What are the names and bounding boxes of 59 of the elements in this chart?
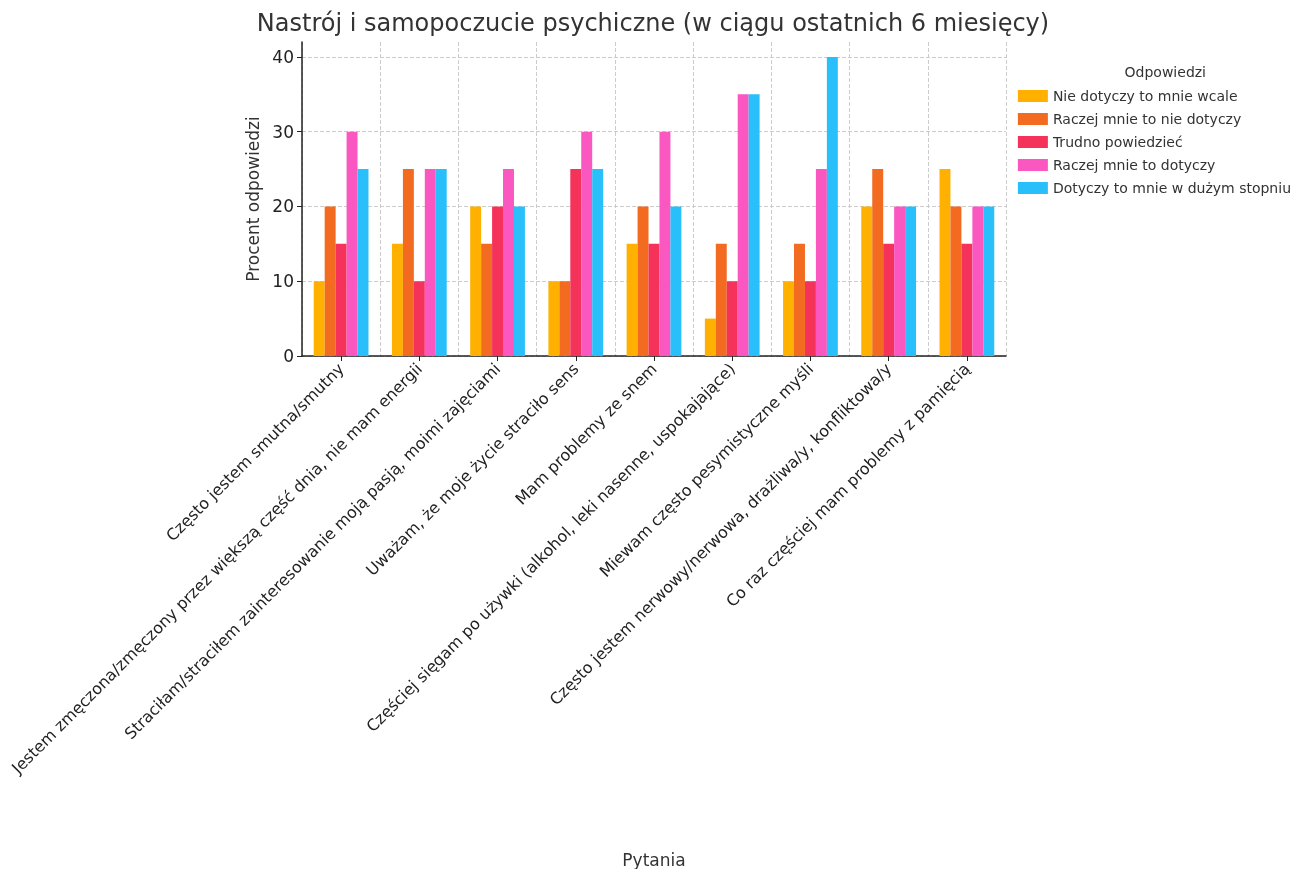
- bar: [726, 281, 738, 356]
- legend-label: Trudno powiedzieć: [1051, 134, 1183, 150]
- bar: [826, 56, 838, 356]
- bar: [548, 281, 560, 356]
- bar: [715, 243, 727, 356]
- bar: [883, 243, 895, 356]
- bar: [961, 243, 973, 356]
- bar: [794, 243, 805, 356]
- y-tick-label: 40: [272, 46, 294, 67]
- bar: [559, 281, 571, 356]
- legend-label: Raczej mnie to dotyczy: [1052, 157, 1216, 173]
- bar: [872, 169, 884, 356]
- legend-label: Raczej mnie to nie dotyczy: [1052, 111, 1242, 127]
- bar: [335, 243, 347, 356]
- bar: [592, 169, 604, 356]
- bar: [861, 206, 873, 356]
- bar: [402, 169, 414, 356]
- bar: [492, 206, 504, 356]
- bar: [783, 281, 795, 356]
- bar: [570, 169, 582, 356]
- bar: [972, 206, 984, 356]
- bar: [815, 169, 827, 356]
- bar: [648, 243, 660, 356]
- bar: [894, 206, 906, 356]
- bar: [513, 206, 525, 356]
- bar: [626, 243, 638, 356]
- bar: [413, 281, 425, 356]
- bar: [391, 243, 403, 356]
- y-tick-label: 0: [283, 346, 294, 366]
- bar: [346, 131, 358, 356]
- bar: [324, 206, 336, 356]
- bar: [481, 243, 493, 356]
- y-tick-label: 10: [272, 271, 294, 292]
- legend-label: Dotyczy to mnie w dużym stopniu: [1052, 180, 1291, 196]
- bar: [939, 169, 951, 356]
- bar: [637, 206, 649, 356]
- bar: [581, 131, 593, 356]
- x-axis-title: Pytania: [622, 849, 686, 869]
- bar: [737, 94, 749, 356]
- bar: [659, 131, 671, 356]
- y-axis-title: Procent odpowiedzi: [242, 116, 263, 282]
- y-tick-label: 20: [272, 196, 294, 217]
- y-tick-label: 30: [272, 121, 294, 142]
- bar: [435, 169, 447, 356]
- bar: [313, 281, 325, 356]
- bar: [704, 318, 716, 356]
- legend-label: Nie dotyczy to mnie wcale: [1052, 88, 1238, 104]
- bar: [905, 206, 917, 356]
- bar: [950, 206, 962, 356]
- legend-title: Odpowiedzi: [1124, 64, 1206, 80]
- bar: [357, 169, 369, 356]
- bar: [424, 169, 436, 356]
- bar: [804, 281, 816, 356]
- bar: [503, 169, 514, 356]
- chart-title: Nastrój i samopoczucie psychiczne (w ciągu ostatnich 6 miesięcy): [256, 9, 1050, 37]
- bar: [470, 206, 482, 356]
- bar: [748, 94, 760, 356]
- bar: [983, 206, 995, 356]
- bar: [670, 206, 682, 356]
